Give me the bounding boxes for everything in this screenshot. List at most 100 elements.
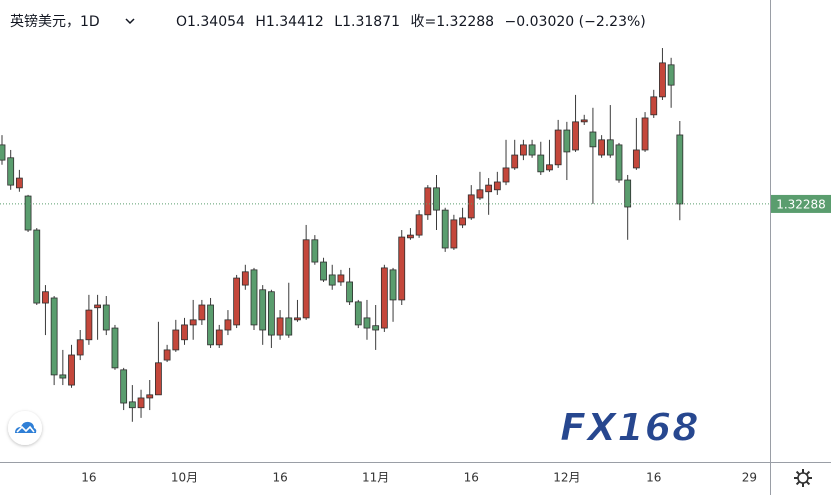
candle-body [198, 304, 206, 321]
candle-body [589, 131, 597, 148]
candle-body [120, 369, 128, 404]
open-prefix: O [176, 14, 187, 30]
candle-body [398, 236, 406, 301]
candle-body [659, 62, 666, 98]
candle-body [528, 144, 536, 156]
candle-body [537, 154, 545, 173]
candle-body [85, 309, 93, 341]
settings-gear[interactable] [794, 469, 812, 487]
candle-body [389, 269, 397, 301]
close-value: 1.32288 [436, 14, 494, 30]
candle-body [24, 195, 32, 231]
candle-body [372, 325, 380, 331]
candle-body [615, 144, 623, 181]
candle-body [59, 374, 67, 379]
candle-body [650, 96, 658, 116]
candle-body [276, 317, 284, 336]
candle-body [511, 154, 519, 169]
candle-body [363, 317, 371, 329]
candle-body [294, 317, 301, 321]
plot-area [0, 48, 684, 422]
candle-body [68, 354, 75, 386]
candle-body [207, 304, 214, 346]
change: −0.03020 (−2.23%) [505, 14, 646, 30]
candle-body [111, 327, 119, 369]
chart-title: 英镑美元，1D [10, 13, 100, 30]
candle-body [554, 129, 562, 166]
candle-body [163, 349, 171, 361]
last-price-tag [771, 194, 831, 213]
candle-body [641, 117, 649, 151]
candle-body [354, 301, 362, 326]
candle-body [302, 239, 310, 319]
candle-body [502, 167, 510, 183]
high-prefix: H [255, 14, 266, 30]
candle-body [337, 274, 345, 283]
candle-body [485, 184, 493, 193]
candle-body [424, 187, 432, 216]
candle-body [459, 217, 466, 226]
ohlc-legend: O1.34054 H1.34412 L1.31871 收=1.32288 −0.… [176, 14, 646, 30]
candle-body [441, 209, 449, 249]
candle-body [259, 289, 267, 331]
candle-body [606, 139, 614, 156]
x-tick-label: 16 [272, 471, 287, 485]
interval-chevron[interactable] [125, 18, 135, 25]
candle-body [320, 261, 327, 281]
candle-body [346, 281, 354, 303]
candle-body [128, 401, 136, 409]
candle-body [33, 229, 41, 304]
close-prefix: 收= [410, 14, 436, 30]
candle-body [467, 194, 475, 219]
candle-body [493, 181, 501, 191]
candle-body [50, 297, 58, 376]
x-tick-label: 16 [646, 471, 661, 485]
tv-logo[interactable] [8, 411, 42, 445]
candle-body [450, 219, 458, 249]
candle-body [598, 139, 606, 156]
tv-cloud [15, 421, 37, 433]
candle-body [407, 234, 414, 239]
x-tick-label: 12月 [553, 471, 580, 485]
last-price-label: 1.32288 [776, 197, 826, 211]
candle-body [146, 394, 154, 399]
candle-body [476, 189, 484, 199]
candle-body [267, 291, 275, 336]
candle-body [76, 339, 84, 356]
candle-body [415, 214, 423, 236]
candle-body [667, 64, 675, 86]
candle-body [94, 304, 101, 309]
x-tick-label: 16 [464, 471, 479, 485]
candle-body [215, 329, 223, 346]
x-tick-label: 11月 [362, 471, 389, 485]
candle-body [311, 239, 319, 263]
watermark: FX168 [560, 406, 700, 450]
candle-body [624, 179, 632, 208]
candle-body [250, 269, 258, 326]
candle-body [632, 149, 640, 169]
candle-body [572, 121, 579, 151]
candle-body [155, 362, 162, 396]
candle-body [102, 304, 110, 331]
candle-body [15, 177, 23, 189]
candle-body [563, 129, 571, 153]
candle-body [42, 291, 49, 304]
candle-body [520, 144, 527, 156]
candle-body [241, 271, 249, 286]
candle-body [189, 319, 197, 326]
candle-body [546, 164, 553, 171]
candle-body [433, 187, 440, 211]
candle-body [172, 329, 180, 351]
candle-body [7, 157, 15, 186]
candle-body [137, 397, 145, 409]
candle-body [224, 319, 232, 331]
candle-body [285, 317, 293, 336]
low-prefix: L [334, 14, 342, 30]
candle-body [0, 144, 6, 161]
gear-teeth [794, 469, 812, 487]
x-tick-label: 10月 [171, 471, 198, 485]
candle-body [181, 324, 188, 341]
open-value: 1.34054 [187, 14, 245, 30]
candle-body [233, 277, 241, 326]
